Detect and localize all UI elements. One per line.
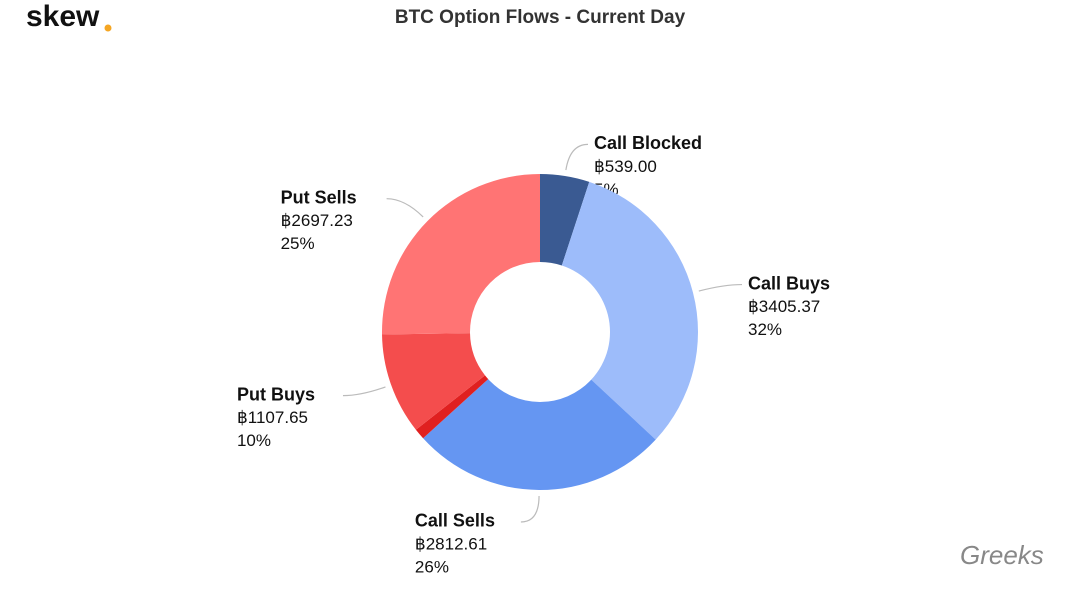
donut-slice bbox=[415, 375, 489, 439]
leader-line bbox=[386, 198, 424, 218]
leader-line bbox=[565, 143, 589, 171]
slice-value: ฿1107.65 bbox=[237, 408, 308, 427]
slice-name: Call Sells bbox=[415, 511, 495, 531]
slice-value: ฿2697.23 bbox=[281, 211, 353, 230]
chart-title: BTC Option Flows - Current Day bbox=[395, 7, 686, 28]
logo: skew bbox=[26, 0, 100, 33]
slice-percent: 32% bbox=[748, 320, 782, 339]
leader-line bbox=[698, 283, 742, 292]
slice-name: Call Blocked bbox=[594, 133, 702, 153]
slice-percent: 10% bbox=[237, 431, 271, 450]
donut-slice bbox=[561, 181, 698, 440]
slice-value: ฿2812.61 bbox=[415, 534, 487, 553]
donut-slice bbox=[423, 379, 656, 490]
donut-slice bbox=[382, 174, 540, 335]
slice-value: ฿3405.37 bbox=[748, 297, 820, 316]
leader-line bbox=[520, 495, 540, 523]
donut-slice bbox=[540, 174, 590, 266]
logo-dot bbox=[104, 24, 112, 32]
leader-line bbox=[342, 386, 386, 397]
slice-name: Put Sells bbox=[281, 187, 357, 207]
donut-slice bbox=[382, 333, 486, 430]
slice-value: ฿539.00 bbox=[594, 157, 657, 176]
slice-name: Put Buys bbox=[237, 384, 315, 404]
slice-name: Call Buys bbox=[748, 273, 830, 293]
slice-percent: 26% bbox=[415, 557, 449, 576]
watermark: Greeks bbox=[960, 540, 1044, 570]
slice-percent: 25% bbox=[281, 234, 315, 253]
